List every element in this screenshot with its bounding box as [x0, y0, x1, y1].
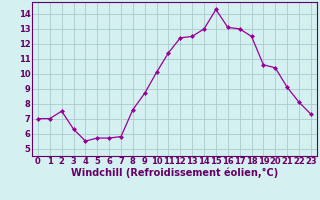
X-axis label: Windchill (Refroidissement éolien,°C): Windchill (Refroidissement éolien,°C): [71, 168, 278, 178]
